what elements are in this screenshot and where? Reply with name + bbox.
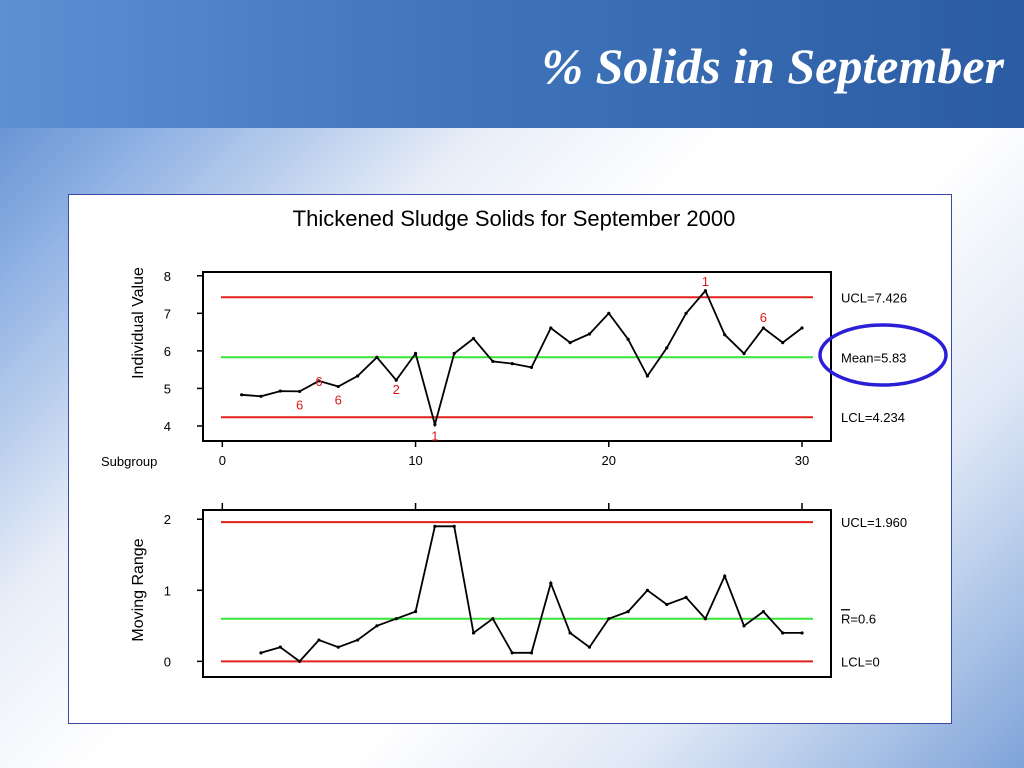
title-banner: % Solids in September [0,0,1024,128]
chart2-data-point [761,610,765,614]
chart1-data-point [549,326,553,330]
chart1-flag-label: 6 [296,397,303,412]
chart1-xtick-label: 10 [408,453,422,468]
chart1-data-point [259,394,263,398]
chart1-data-point [626,337,630,341]
chart1-data-point [336,384,340,389]
chart1-ytick-label: 7 [164,306,171,321]
chart2-data-point [259,651,263,655]
chart2-ref-label: LCL=0 [841,654,880,669]
chart2-data-point [529,651,534,655]
chart1-flag-label: 1 [702,274,709,289]
chart2-data-point [510,651,514,655]
chart2-data-point [626,610,630,614]
chart2-data-point [549,581,553,585]
chart1-xtick-label: 20 [602,453,616,468]
chart1-flag-label: 1 [431,428,438,443]
chart2-data-point [394,617,398,621]
chart2-data-point [375,624,379,628]
chart1-flag-label: 6 [315,374,322,389]
chart1-data-point [723,333,727,337]
chart-title: Thickened Sludge Solids for September 20… [293,206,736,231]
chart2-data-point [684,595,688,600]
chart1-ytick-label: 6 [164,344,171,359]
chart-panel: Thickened Sludge Solids for September 20… [68,194,952,724]
chart1-ref-label: Mean=5.83 [841,350,906,365]
chart2-data-point [491,617,495,621]
chart1-xlabel: Subgroup [101,454,157,469]
chart2-series-line [260,525,802,663]
chart2-data-point [781,631,785,635]
chart2-ytick-label: 1 [164,583,171,598]
mean-highlight-circle [818,323,948,387]
chart2-data-point [607,617,611,621]
chart1-data-point [317,379,321,383]
chart2-data-point [471,631,476,635]
chart1-flag-label: 6 [335,393,342,408]
chart2-data-point [645,588,650,592]
chart1-data-point [278,389,282,393]
chart1-ref-label: UCL=7.426 [841,290,907,305]
chart1-data-point [394,378,398,382]
chart1-data-point [761,326,765,330]
chart1-frame [202,271,832,442]
moving-range-chart: 0 1 2 UCL=1.960 R=0.6 LCL=0 [164,503,907,678]
chart2-ref-label: UCL=1.960 [841,515,907,530]
chart2-ytick-label: 0 [164,654,171,669]
chart2-data-point [317,638,321,642]
chart1-data-point [703,289,708,293]
chart1-data-point [800,326,804,330]
chart2-data-point [298,659,302,663]
chart2-ytick-label: 2 [164,512,171,527]
chart2-data-point [278,645,282,649]
chart1-data-point [645,374,650,378]
chart2-data-point [355,638,360,642]
chart1-data-point [413,351,418,356]
chart1-ylabel: Individual Value [130,267,147,379]
chart1-data-point [298,389,302,394]
chart2-frame [202,509,832,678]
chart1-ytick-label: 8 [164,269,171,284]
chart1-data-point [433,422,437,427]
chart1-data-point [240,393,244,397]
slide-title: % Solids in September [541,38,1004,94]
control-chart: Thickened Sludge Solids for September 20… [101,206,948,678]
chart1-data-point [452,351,456,356]
chart1-data-point [491,359,495,363]
chart1-flag-label: 6 [760,310,767,325]
chart2-data-point [336,645,340,649]
chart1-data-point [375,355,379,359]
chart2-data-point [568,631,572,635]
chart1-data-point [510,362,514,366]
chart1-xtick-label: 0 [219,453,226,468]
chart1-data-point [684,311,688,315]
chart2-data-point [587,645,592,649]
chart2-data-point [433,524,437,528]
chart2-ylabel: Moving Range [130,538,147,641]
chart2-data-point [665,602,669,607]
chart1-xtick-label: 30 [795,453,809,468]
chart1-data-point [529,365,534,369]
chart2-data-point [413,610,418,614]
chart1-data-point [665,346,669,350]
chart1-data-point [355,374,360,378]
chart2-data-point [452,524,456,528]
chart1-data-point [781,341,785,345]
chart1-data-point [471,336,476,341]
chart1-ref-label: LCL=4.234 [841,410,905,425]
chart2-data-point [723,574,727,578]
chart1-data-point [587,332,592,336]
chart2-data-point [703,617,708,621]
chart1-flag-label: 2 [393,382,400,397]
chart2-ref-label: R=0.6 [841,612,876,627]
chart1-data-point [607,311,611,315]
chart1-data-point [568,341,572,345]
individuals-chart: 4 5 6 7 8 0 10 20 30 UCL=7.426 Mean=5.83 LCL=4.234 6… [164,269,907,468]
chart2-data-point [800,631,804,635]
chart1-ytick-label: 4 [164,419,171,434]
chart1-series-line [241,289,803,428]
chart2-data-point [742,624,746,628]
chart1-ytick-label: 5 [164,381,171,396]
chart1-data-point [742,351,746,356]
